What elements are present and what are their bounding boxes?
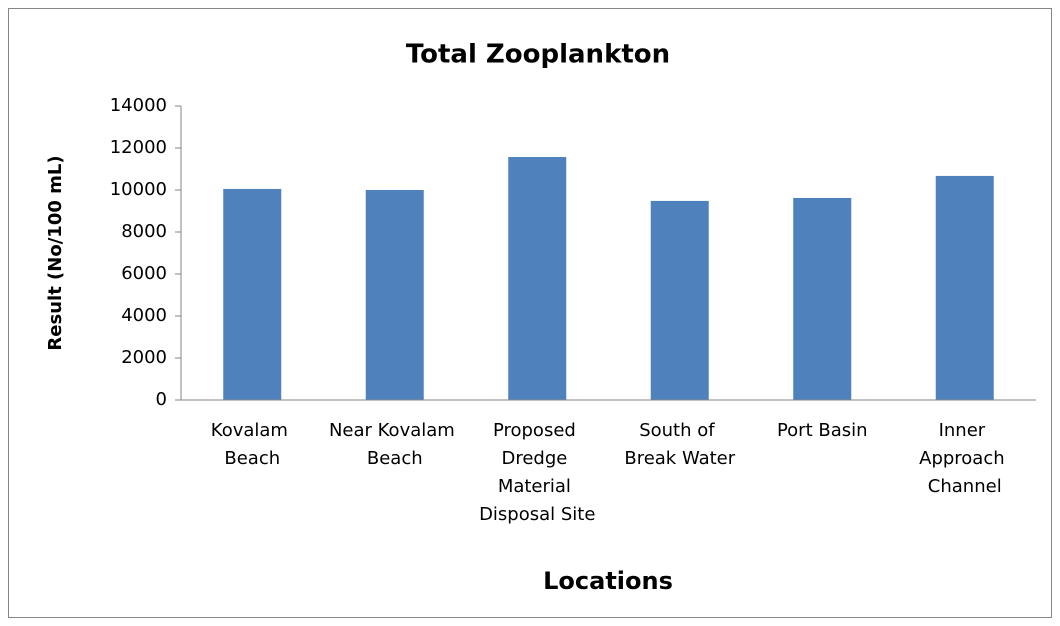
y-tick-label: 0 <box>156 389 167 410</box>
x-tick-label: Proposed Dredge Material Disposal Site <box>479 420 595 525</box>
y-tick-label: 12000 <box>110 137 167 158</box>
x-tick-label: Kovalam Beach <box>211 420 294 469</box>
y-axis-label: Result (No/100 mL) <box>45 155 66 350</box>
y-tick-label: 8000 <box>121 221 167 242</box>
chart-title: Total Zooplankton <box>406 40 670 70</box>
y-tick-label: 14000 <box>110 95 167 116</box>
y-tick-label: 2000 <box>121 347 167 368</box>
bar <box>793 197 852 400</box>
x-tick-label: South of Break Water <box>624 420 735 469</box>
y-tick-label: 10000 <box>110 179 167 200</box>
bar <box>650 200 709 400</box>
bar <box>935 175 994 400</box>
y-tick-label: 4000 <box>121 305 167 326</box>
bar <box>223 188 282 400</box>
x-tick-label: Port Basin <box>777 420 868 441</box>
y-tick-label: 6000 <box>121 263 167 284</box>
x-tick-label: Near Kovalam Beach <box>329 420 461 469</box>
x-tick-label: Inner Approach Channel <box>919 420 1010 497</box>
x-axis-label: Locations <box>543 567 673 595</box>
bar <box>365 190 424 400</box>
bar <box>508 157 567 400</box>
